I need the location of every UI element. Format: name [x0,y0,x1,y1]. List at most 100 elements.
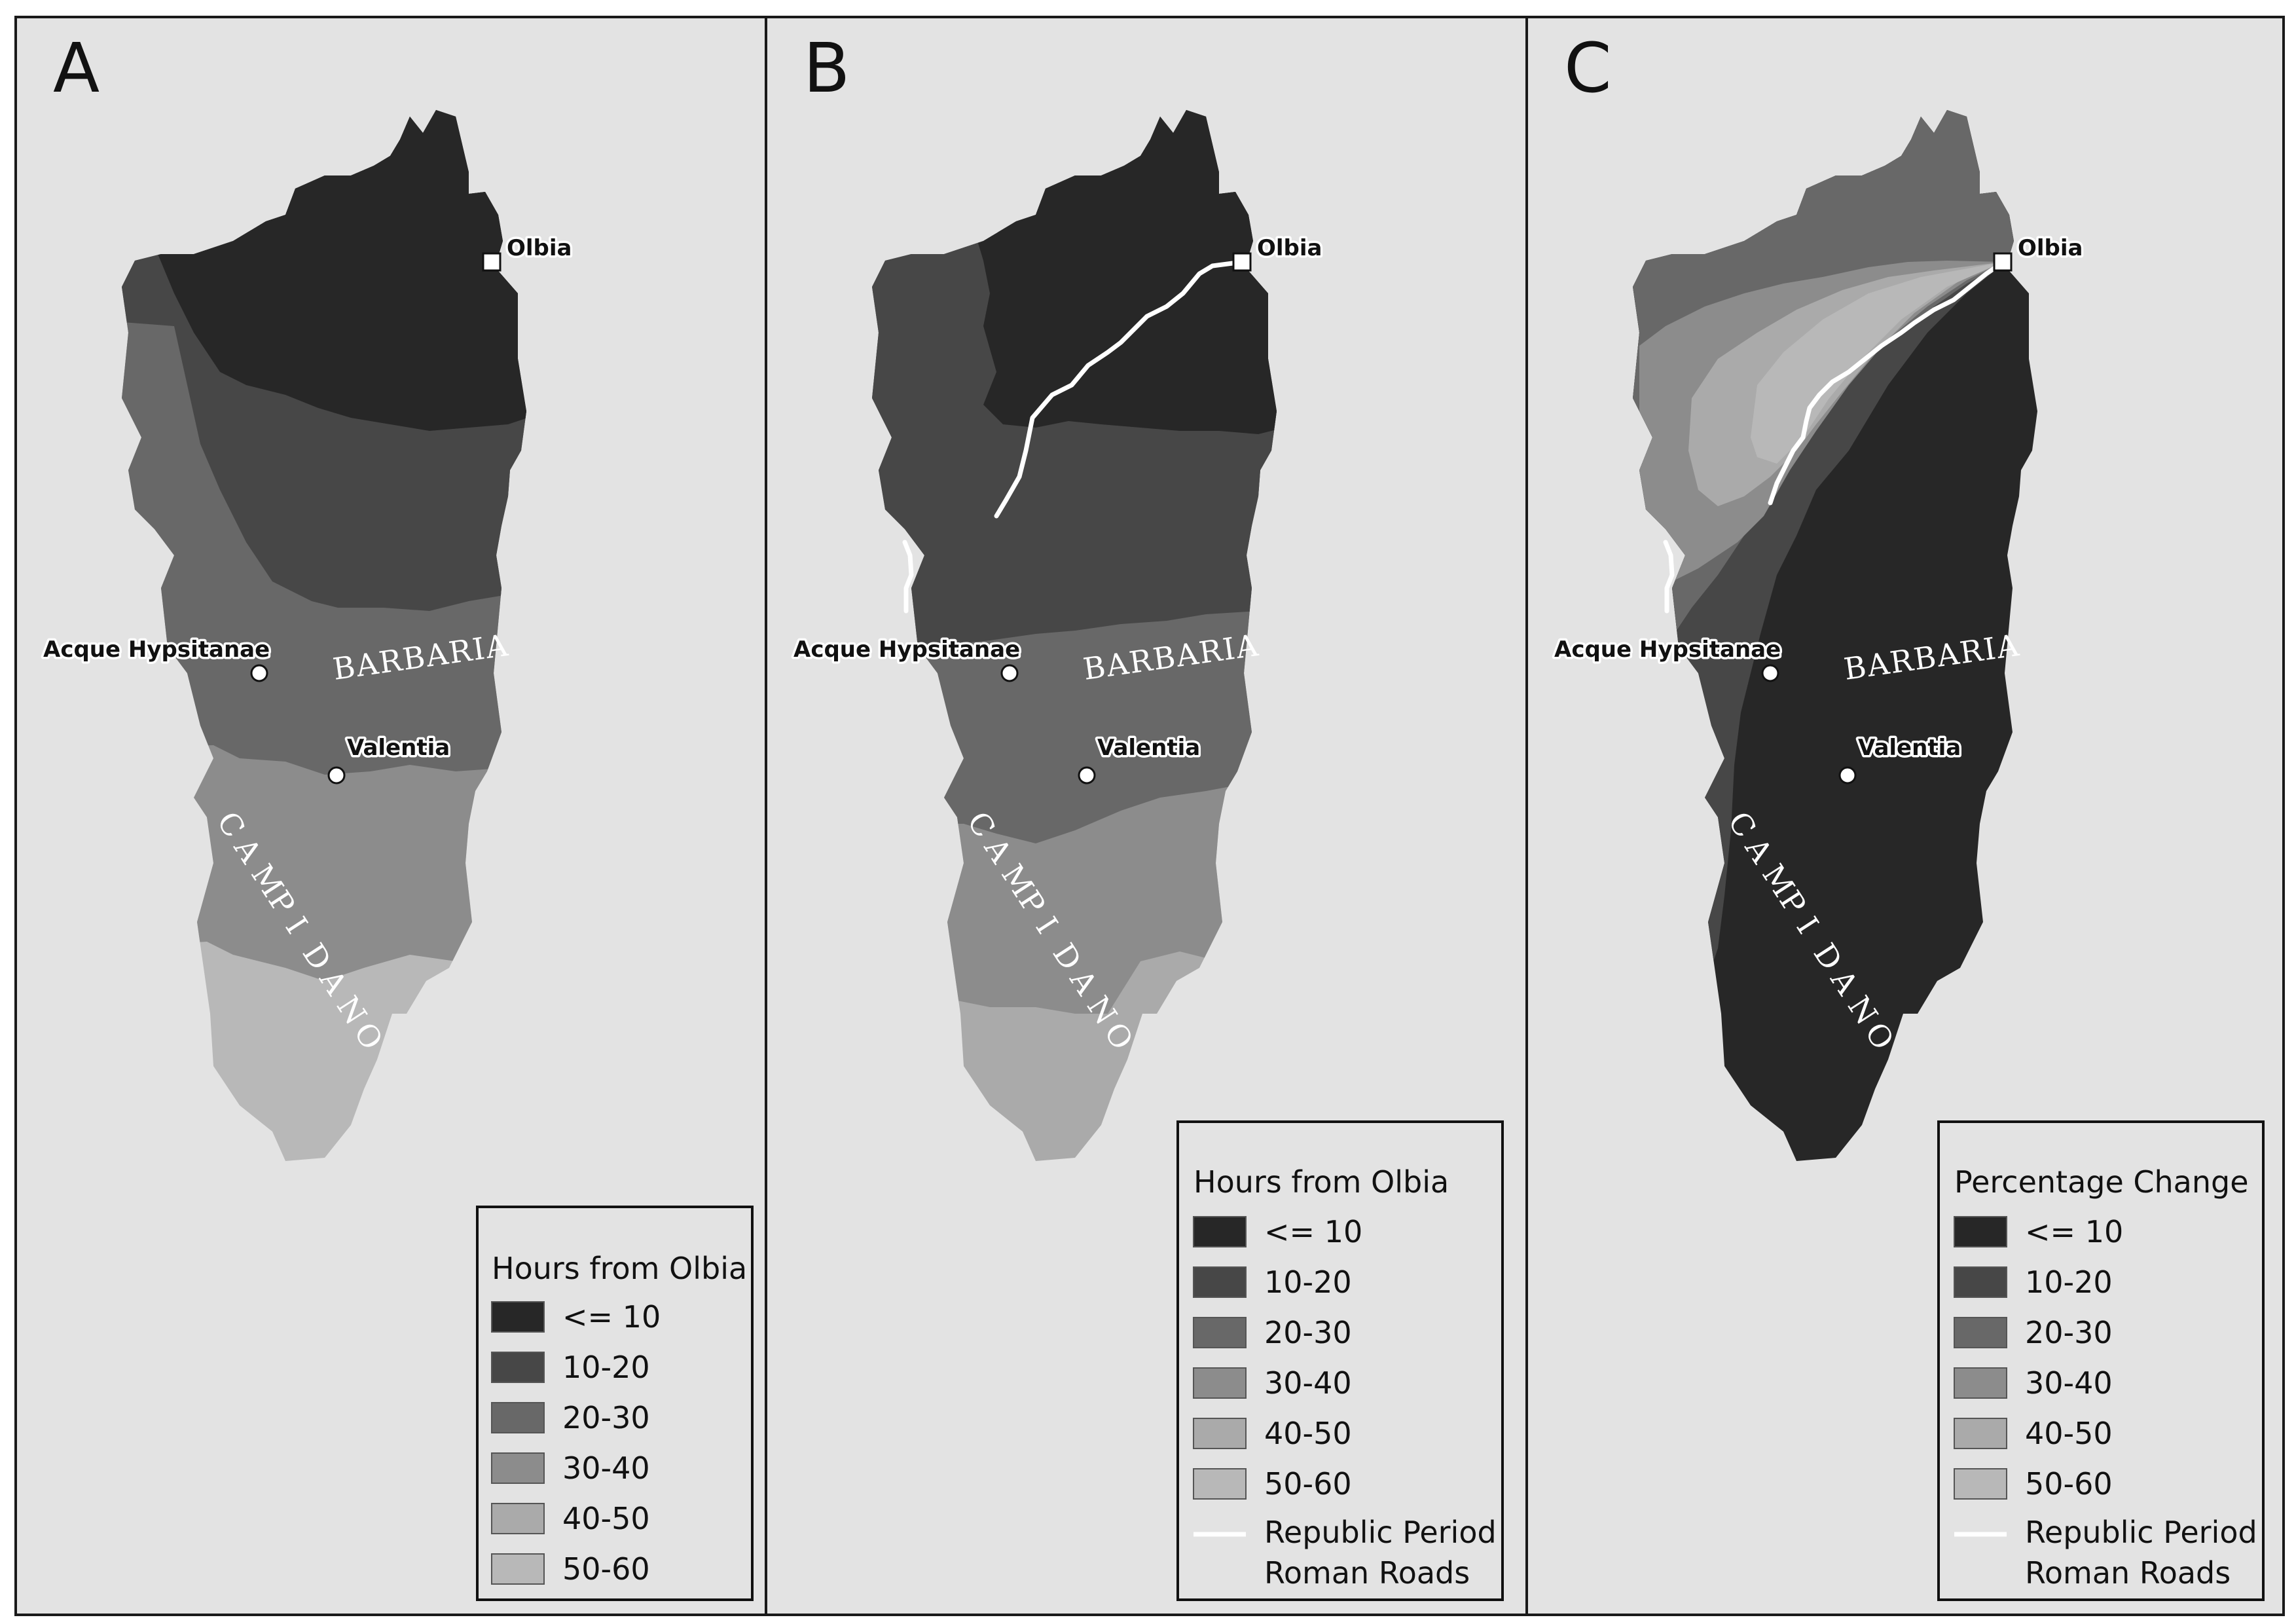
legend-swatch [1193,1317,1247,1348]
roads-c [1663,259,2006,614]
legend-item: <= 10 [1193,1214,1362,1249]
legend-item: 40-50 [1954,1416,2113,1451]
legend-item: 10-20 [1954,1264,2113,1300]
legend-swatch [491,1352,545,1383]
valentia-label: Valentia [1097,735,1200,761]
legend-label: <= 10 [562,1299,661,1335]
legend-item: 30-40 [1193,1365,1352,1401]
olbia-marker [482,252,501,272]
legend-swatch [491,1301,545,1333]
legend-item: 40-50 [1193,1416,1352,1451]
legend-label: 10-20 [562,1350,650,1385]
zone-30-40 [1639,261,2003,595]
legend-item: <= 10 [1954,1214,2123,1249]
panel-a: A Olbia Acque Hypsitanae Valentia [14,16,767,1616]
legend-c: Percentage Change <= 10 10-20 20-30 30-4… [1937,1120,2265,1601]
legend-road-item: Republic Period Roman Roads [1954,1515,2257,1591]
roman-road-olbia [1768,259,2006,506]
panel-c: C Olbia Acque Hyp [1525,16,2285,1616]
legend-title: Hours from Olbia [492,1251,747,1286]
acque-hypsitanae-marker [1761,664,1779,682]
legend-label: 40-50 [2025,1416,2113,1451]
acque-hypsitanae-label: Acque Hypsitanae [793,637,1020,663]
legend-road-label-line1: Republic Period [1264,1515,1497,1550]
olbia-marker [1232,252,1252,272]
acque-hypsitanae-label: Acque Hypsitanae [1554,637,1781,663]
legend-label: 50-60 [2025,1466,2113,1502]
legend-swatch [491,1452,545,1484]
legend-a: Hours from Olbia <= 10 10-20 20-30 30-40 [476,1206,754,1601]
legend-label: 40-50 [1264,1416,1352,1451]
legend-label: 20-30 [2025,1315,2113,1350]
places-b: Olbia Acque Hypsitanae Valentia [792,233,1324,784]
legend-item: 10-20 [1193,1264,1352,1300]
legend-item: 50-60 [1954,1466,2113,1502]
legend-item: 10-20 [491,1350,650,1385]
legend-item: 50-60 [1193,1466,1352,1502]
legend-swatch [1193,1367,1247,1399]
legend-swatch [491,1503,545,1534]
legend-swatch [1954,1266,2007,1298]
legend-item: <= 10 [491,1299,661,1335]
legend-label: <= 10 [2025,1214,2123,1249]
legend-swatch [1193,1468,1247,1500]
legend-label: 10-20 [2025,1264,2113,1300]
valentia-label: Valentia [1858,735,1961,761]
panel-letter-a: A [53,28,100,108]
olbia-label: Olbia [507,235,572,261]
panel-letter-b: B [803,28,850,108]
legend-swatch [1954,1317,2007,1348]
legend-item: 20-30 [491,1400,650,1435]
legend-item: 20-30 [1954,1315,2113,1350]
legend-swatch [1193,1216,1247,1247]
legend-item: 30-40 [491,1450,650,1486]
legend-swatch [491,1402,545,1433]
legend-swatch [1954,1367,2007,1399]
valentia-marker [1838,766,1857,784]
zone-50-60 [1751,262,2003,464]
roads-b [902,259,1245,614]
olbia-label: Olbia [2018,235,2083,261]
legend-title: Percentage Change [1954,1164,2249,1200]
legend-item: 30-40 [1954,1365,2113,1401]
acque-hypsitanae-marker [1000,664,1019,682]
sardinia-map-c: Olbia Acque Hypsitanae Valentia BARBARIA… [1552,110,2085,1161]
legend-b: Hours from Olbia <= 10 10-20 20-30 30-40 [1176,1120,1504,1601]
legend-label: <= 10 [1264,1214,1362,1249]
legend-box [1176,1120,1504,1601]
sardinia-map-b: Olbia Acque Hypsitanae Valentia BARBARIA… [792,110,1324,1161]
legend-swatch [1954,1418,2007,1449]
legend-swatch [1954,1216,2007,1247]
legend-label: 30-40 [1264,1365,1352,1401]
legend-swatch [491,1553,545,1585]
legend-road-label-line2: Roman Roads [1264,1555,1470,1591]
legend-label: 30-40 [2025,1365,2113,1401]
legend-title: Hours from Olbia [1194,1164,1449,1200]
legend-item: 50-60 [491,1551,650,1587]
legend-label: 20-30 [1264,1315,1352,1350]
legend-label: 50-60 [1264,1466,1352,1502]
legend-label: 50-60 [562,1551,650,1587]
valentia-marker [1078,766,1096,784]
legend-label: 30-40 [562,1450,650,1486]
acque-hypsitanae-marker [250,664,268,682]
panel-letter-c: C [1564,28,1612,108]
legend-swatch [1193,1266,1247,1298]
roman-road-west [1663,540,1675,614]
legend-label: 10-20 [1264,1264,1352,1300]
legend-swatch [1193,1418,1247,1449]
legend-road-label-line2: Roman Roads [2025,1555,2231,1591]
legend-item: 20-30 [1193,1315,1352,1350]
acque-hypsitanae-label: Acque Hypsitanae [43,637,270,663]
legend-box [1937,1120,2265,1601]
legend-road-item: Republic Period Roman Roads [1194,1515,1497,1591]
legend-label: 20-30 [562,1400,650,1435]
places-a: Olbia Acque Hypsitanae Valentia [41,233,574,784]
legend-item: 40-50 [491,1501,650,1536]
panel-b: B Olbia Acque Hypsitanae [765,16,1528,1616]
olbia-label: Olbia [1257,235,1322,261]
legend-road-label-line1: Republic Period [2025,1515,2257,1550]
olbia-marker [1993,252,2013,272]
places-c: Olbia Acque Hypsitanae Valentia [1552,233,2085,784]
